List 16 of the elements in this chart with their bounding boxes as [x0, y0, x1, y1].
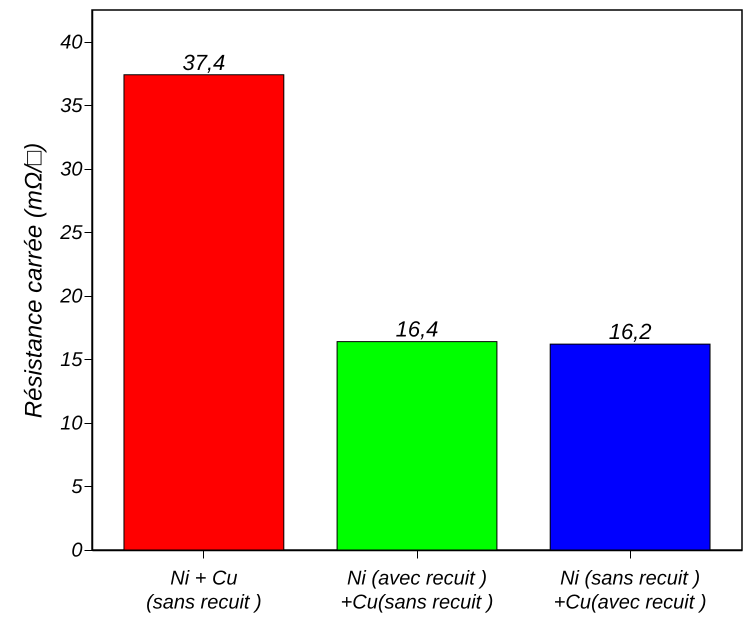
x-tick-label: Ni (sans recuit ) +Cu(avec recuit ): [554, 568, 707, 614]
y-tick-label: 40: [60, 31, 82, 54]
data-label: 37,4: [182, 50, 226, 75]
x-tick-label: Ni + Cu (sans recuit ): [146, 568, 262, 614]
y-tick-label: 35: [60, 94, 84, 117]
y-tick-label: 30: [60, 158, 82, 180]
x-tick-label: Ni (avec recuit ) +Cu(sans recuit ): [340, 568, 494, 614]
data-label: 16,2: [608, 319, 652, 344]
y-tick-label: 5: [71, 476, 84, 498]
data-label: 16,4: [396, 316, 438, 342]
y-tick-label: 0: [71, 540, 82, 562]
y-tick-label: 15: [60, 348, 84, 371]
y-tick-label: 20: [59, 285, 82, 308]
y-tick-label: 25: [59, 222, 84, 244]
y-axis-title: Résistance carrée (mΩ/□): [20, 142, 48, 418]
y-tick-label: 10: [60, 412, 82, 434]
